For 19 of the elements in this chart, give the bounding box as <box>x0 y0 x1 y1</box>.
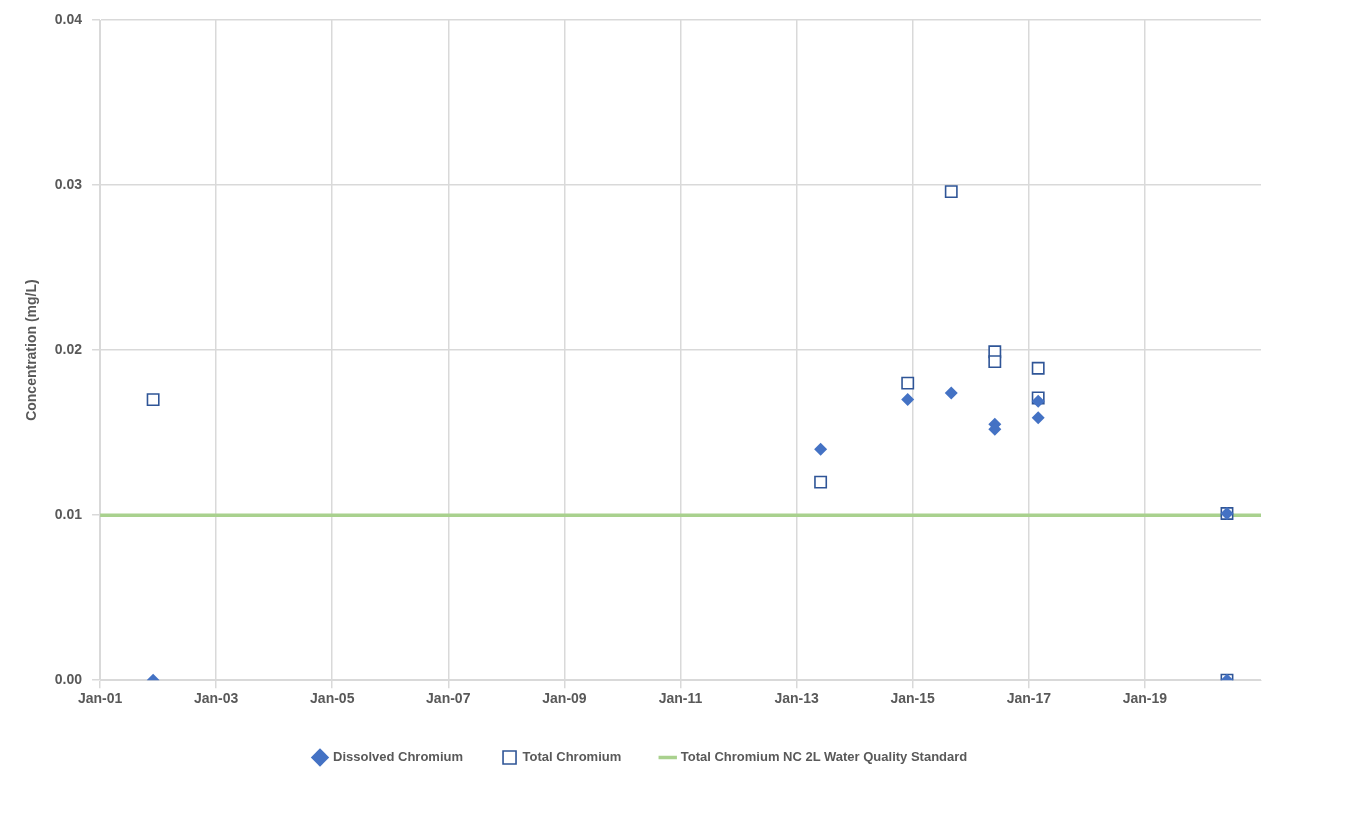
x-tick-label: Jan-19 <box>1122 690 1168 707</box>
x-tick-label: Jan-15 <box>890 690 936 707</box>
y-tick-label: 0.03 <box>54 175 83 192</box>
x-tick-label: Jan-07 <box>426 690 471 707</box>
x-tick-label: Jan-13 <box>774 690 820 707</box>
legend-label: Total Chromium NC 2L Water Quality Standard <box>680 749 968 765</box>
x-tick-label: Jan-11 <box>658 690 703 707</box>
y-tick-label: 0.04 <box>54 10 83 27</box>
y-tick-label: 0.02 <box>54 340 83 357</box>
legend-label: Total Chromium <box>522 749 622 765</box>
x-tick-label: Jan-03 <box>193 690 239 707</box>
legend-label: Dissolved Chromium <box>333 749 464 765</box>
x-tick-label: Jan-05 <box>310 690 355 707</box>
y-axis-title: Concentration (mg/L) <box>23 279 40 421</box>
y-tick-label: 0.01 <box>54 506 83 523</box>
x-tick-label: Jan-09 <box>542 690 587 707</box>
x-tick-label: Jan-01 <box>77 690 123 707</box>
x-tick-label: Jan-17 <box>1006 690 1052 707</box>
y-tick-label: 0.00 <box>54 671 83 688</box>
